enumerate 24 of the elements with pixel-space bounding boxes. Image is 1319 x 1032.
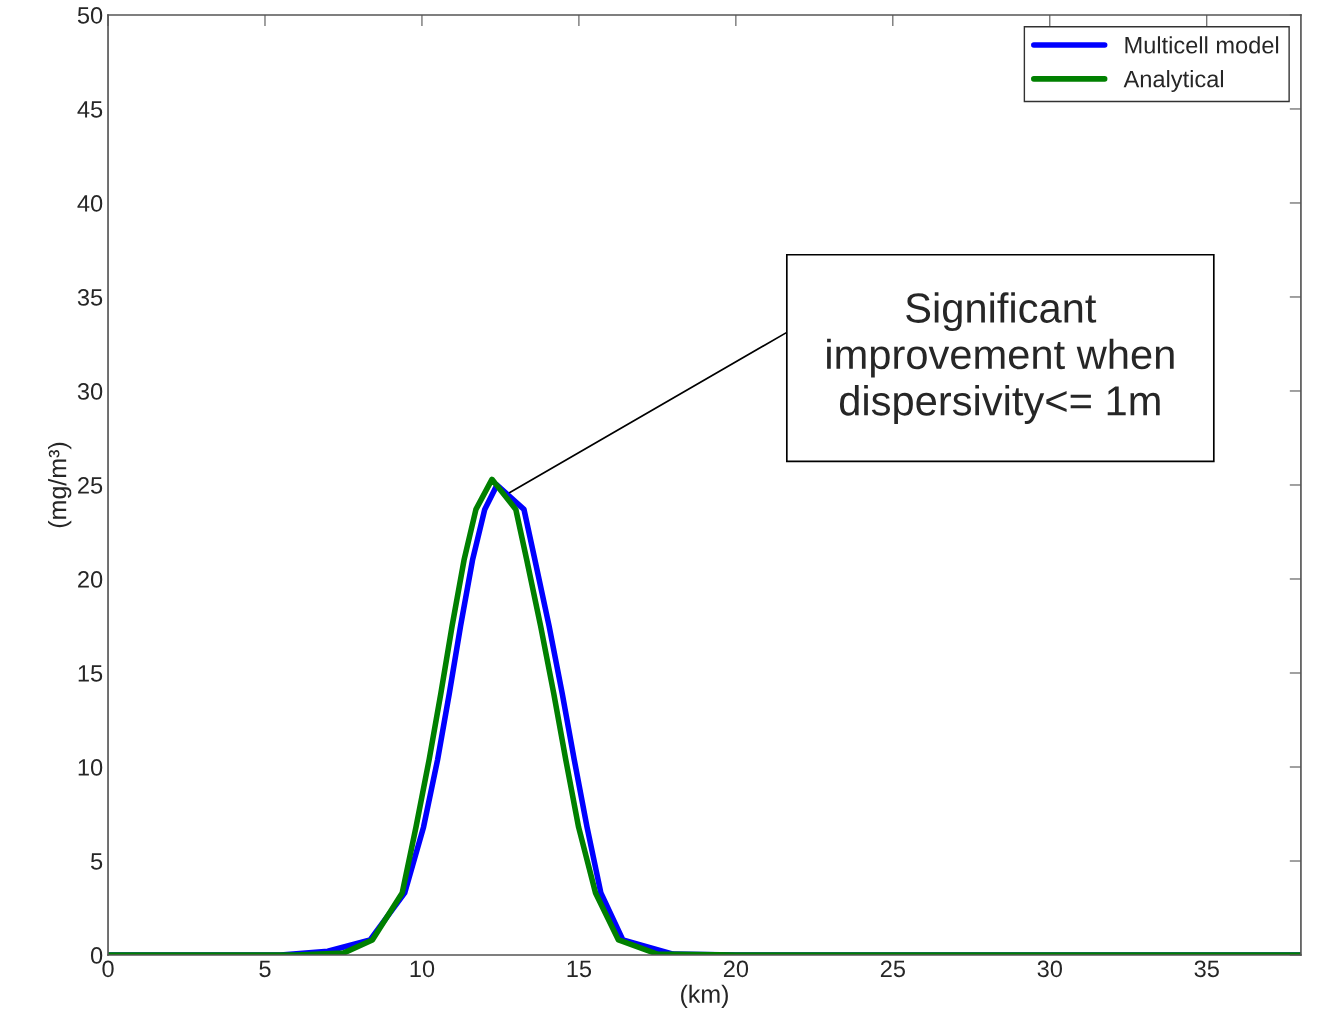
y-tick-label: 20: [78, 571, 103, 588]
legend-label: Multicell model: [1125, 36, 1279, 54]
y-tick-label: 35: [77, 289, 103, 306]
y-axis-title: (mg/m³): [48, 442, 72, 528]
y-tick-label: 10: [78, 759, 103, 776]
y-tick-label: 0: [90, 947, 103, 964]
x-tick-label: 30: [1037, 960, 1062, 978]
annotation: Significant improvement when dispersivity<= 1m: [827, 292, 1174, 424]
x-tick-label: 10: [410, 960, 435, 978]
y-tick-label: 45: [77, 101, 103, 118]
y-tick-label: 50: [77, 7, 103, 24]
x-tick-label: 0: [102, 960, 114, 978]
x-tick-label: 35: [1194, 960, 1219, 978]
y-tick-label: 15: [78, 665, 103, 682]
x-tick-label: 20: [723, 960, 749, 978]
y-tick-label: 5: [90, 853, 103, 870]
x-tick-label: 25: [880, 960, 905, 978]
legend-label: Analytical: [1123, 70, 1224, 93]
x-tick-label: 5: [259, 960, 271, 978]
y-tick-label: 40: [77, 195, 103, 212]
y-tick-label: 25: [78, 477, 103, 494]
x-axis-title: (km): [681, 984, 728, 1008]
x-tick-label: 15: [567, 960, 592, 978]
y-tick-label: 30: [77, 383, 103, 400]
